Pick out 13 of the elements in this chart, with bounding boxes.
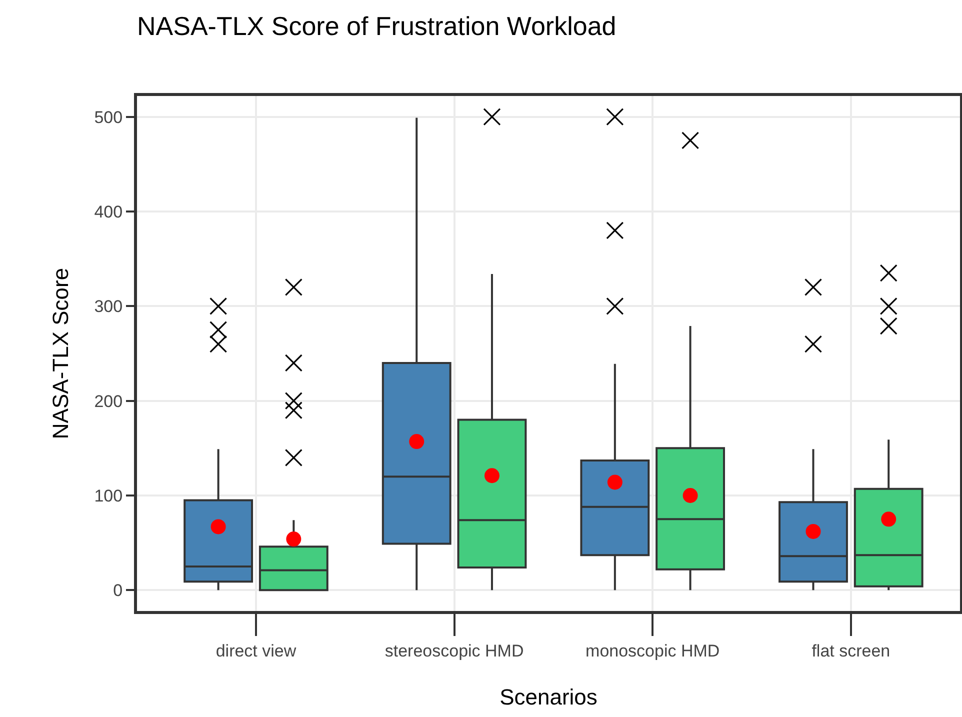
y-axis-title: NASA-TLX Score [48, 268, 74, 440]
y-tick-label: 400 [94, 202, 123, 222]
x-tick-label: direct view [216, 641, 297, 660]
y-tick-label: 200 [94, 392, 123, 411]
chart-title: NASA-TLX Score of Frustration Workload [137, 11, 616, 42]
y-tick-label: 500 [94, 108, 123, 127]
y-tick-label: 0 [113, 581, 123, 600]
y-tick-label: 300 [94, 297, 123, 316]
y-tick-label: 100 [94, 486, 123, 506]
x-tick-label: flat screen [812, 641, 890, 660]
x-axis-title: Scenarios [500, 684, 598, 710]
x-tick-label: stereoscopic HMD [384, 641, 524, 660]
x-tick-label: monoscopic HMD [586, 641, 720, 660]
